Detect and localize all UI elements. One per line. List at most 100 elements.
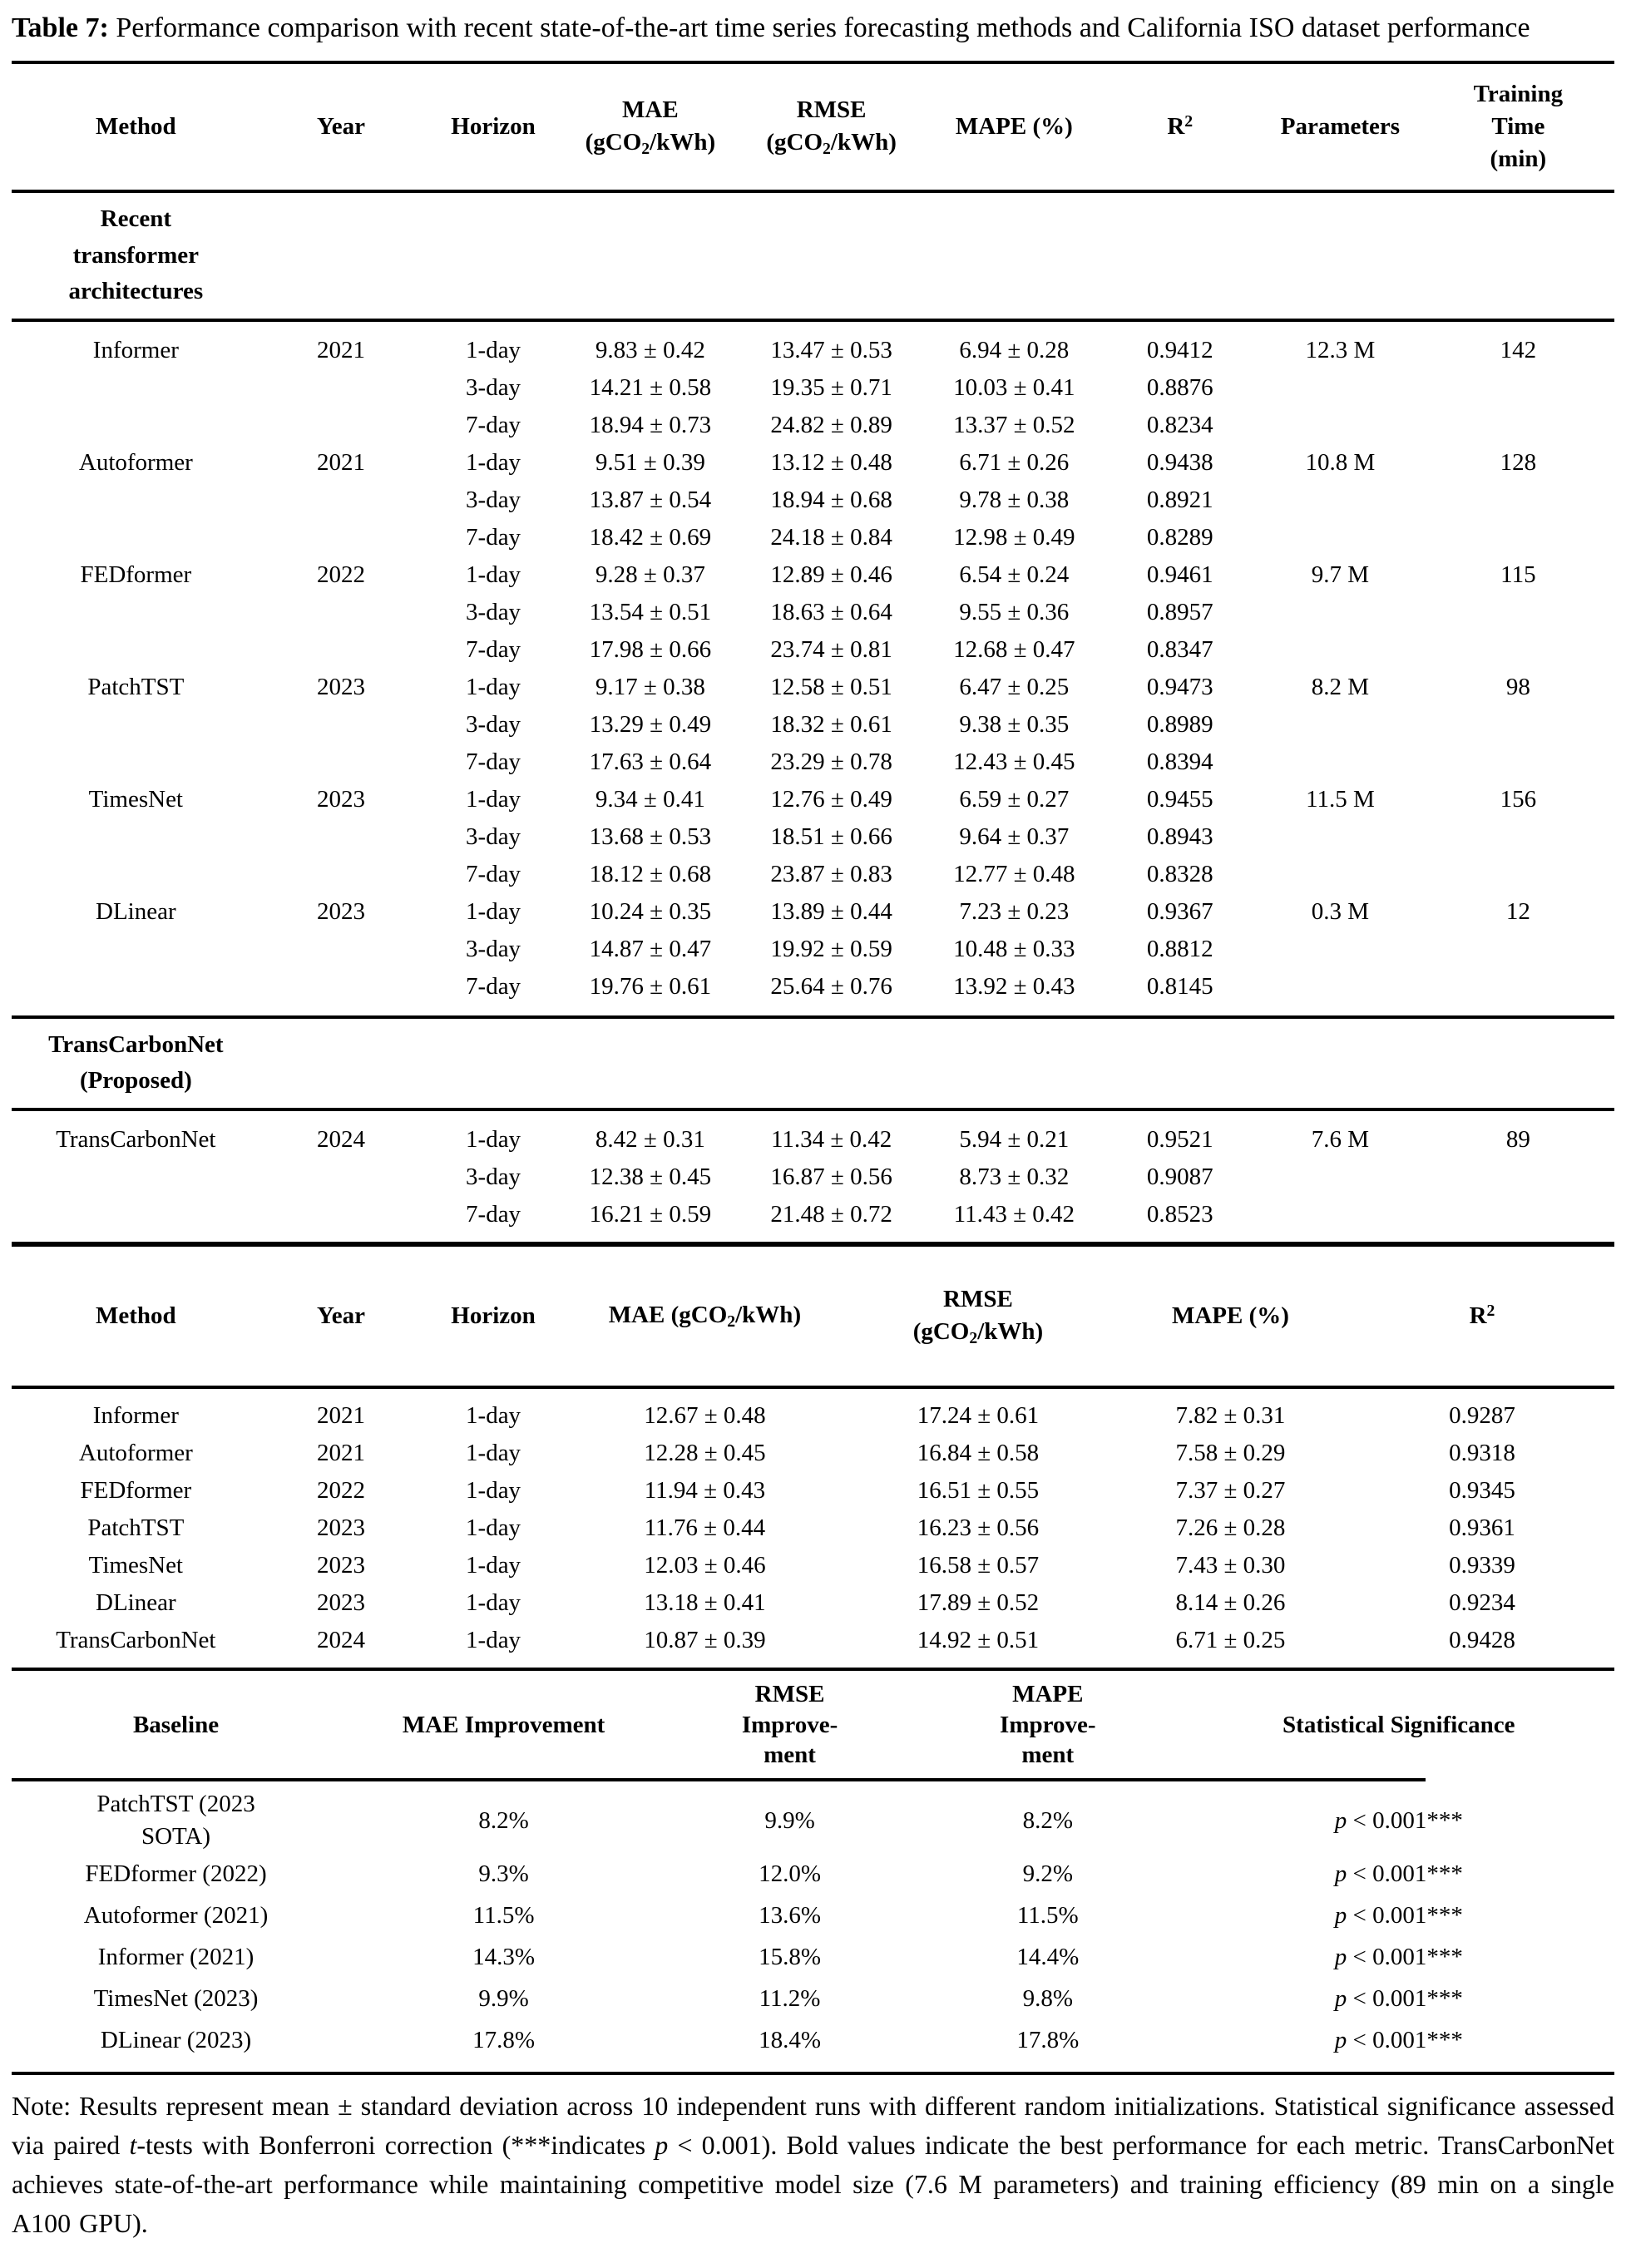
cell-training-time xyxy=(1422,369,1614,407)
cell-year xyxy=(260,856,423,893)
cell-parameters xyxy=(1258,744,1422,781)
caption-text: Performance comparison with recent state… xyxy=(108,12,1530,43)
cell-mape: 7.26 ± 0.28 xyxy=(1175,1514,1286,1542)
cell-r2: 0.9428 xyxy=(1449,1627,1515,1654)
cell-mape: 6.59 ± 0.27 xyxy=(959,785,1070,813)
cell-mae: 14.21 ± 0.58 xyxy=(589,373,712,401)
cell-horizon: 7-day xyxy=(422,967,565,1019)
california-iso-table: Method Year Horizon MAE (gCO2/kWh) RMSE … xyxy=(12,1246,1614,1672)
cell-rmse: 14.92 ± 0.51 xyxy=(917,1627,1040,1654)
cell-rmse: 16.51 ± 0.55 xyxy=(917,1477,1040,1505)
cell-year: 2021 xyxy=(316,1402,365,1430)
cell-training-time: 128 xyxy=(1500,448,1537,476)
cell-rmse-improvement: 18.4% xyxy=(759,2026,821,2053)
cell-training-time xyxy=(1422,519,1614,556)
section-filler xyxy=(259,1016,1614,1111)
table-row: 3-day 13.29 ± 0.49 18.32 ± 0.61 9.38 ± 0.35… xyxy=(12,706,1614,744)
cell-year xyxy=(260,407,423,444)
cell-horizon: 3-day xyxy=(466,935,521,962)
cell-parameters xyxy=(1258,1159,1422,1196)
table-row: 7-day 17.63 ± 0.64 23.29 ± 0.78 12.43 ± 0.4… xyxy=(12,744,1614,781)
cell-mape: 8.73 ± 0.32 xyxy=(959,1163,1070,1190)
table-row: 3-day 14.21 ± 0.58 19.35 ± 0.71 10.03 ± 0.4… xyxy=(12,369,1614,407)
cell-rmse: 18.63 ± 0.64 xyxy=(770,598,892,625)
table-row: DLinear 2023 1-day 10.24 ± 0.35 13.89 ± 0.44… xyxy=(12,893,1614,931)
recent-transformers-rows: Informer 2021 1-day 9.83 ± 0.42 13.47 ± 0.53… xyxy=(12,320,1614,1019)
col-header-mape-improvement: MAPE Improve- ment xyxy=(1000,1681,1096,1768)
cell-year: 2023 xyxy=(316,1552,365,1579)
cell-rmse: 16.58 ± 0.57 xyxy=(917,1552,1040,1579)
cell-mae: 13.54 ± 0.51 xyxy=(589,598,712,625)
cell-r2: 0.8957 xyxy=(1146,598,1213,625)
cell-horizon: 1-day xyxy=(466,785,521,813)
cell-method: FEDformer xyxy=(80,1477,192,1505)
cell-mae-improvement: 11.5% xyxy=(472,1901,535,1929)
section-title: TransCarbonNet (Proposed) xyxy=(12,1016,260,1111)
cell-r2: 0.8328 xyxy=(1146,860,1213,887)
cell-method: PatchTST xyxy=(87,1514,185,1542)
cell-r2: 0.8145 xyxy=(1101,967,1259,1019)
cell-rmse: 16.87 ± 0.56 xyxy=(770,1163,892,1190)
cell-mape-improvement: 9.8% xyxy=(1022,1984,1073,2012)
table-row: 3-day 13.87 ± 0.54 18.94 ± 0.68 9.78 ± 0.38… xyxy=(12,482,1614,519)
cell-mape-improvement: 9.2% xyxy=(1022,1860,1073,1887)
cell-mae: 12.38 ± 0.45 xyxy=(589,1163,712,1190)
cell-r2: 0.8921 xyxy=(1146,486,1213,513)
col-header-r2: R2 xyxy=(1101,62,1259,194)
cell-training-time xyxy=(1422,818,1614,856)
cell-year xyxy=(260,369,423,407)
cell-mape: 6.47 ± 0.25 xyxy=(959,673,1070,700)
cell-method xyxy=(12,1196,260,1244)
cell-method xyxy=(12,407,260,444)
cell-baseline: Autoformer (2021) xyxy=(83,1901,269,1929)
cell-parameters xyxy=(1258,706,1422,744)
cell-parameters: 8.2 M xyxy=(1311,673,1370,700)
cell-mape-improvement: 14.4% xyxy=(1016,1943,1080,1970)
cell-horizon: 3-day xyxy=(466,486,521,513)
cell-training-time xyxy=(1422,931,1614,968)
cell-method: Autoformer xyxy=(78,448,193,476)
cell-year: 2023 xyxy=(316,785,365,813)
cell-rmse: 25.64 ± 0.76 xyxy=(735,967,927,1019)
cell-rmse: 13.89 ± 0.44 xyxy=(770,897,892,925)
cell-training-time: 142 xyxy=(1500,336,1537,363)
col-header-rmse: RMSE (gCO2/kWh) xyxy=(735,62,927,194)
cell-mae: 18.42 ± 0.69 xyxy=(589,523,712,551)
table-row: 3-day 13.68 ± 0.53 18.51 ± 0.66 9.64 ± 0.37… xyxy=(12,818,1614,856)
transcarbonnet-rows: TransCarbonNet 2024 1-day 8.42 ± 0.31 11.34 … xyxy=(12,1109,1614,1244)
cell-rmse: 12.76 ± 0.49 xyxy=(770,785,892,813)
section-title: Recent transformer architectures xyxy=(12,191,260,322)
cell-parameters xyxy=(1258,631,1422,669)
cell-rmse: 12.89 ± 0.46 xyxy=(770,561,892,588)
table-row: FEDformer 2022 1-day 11.94 ± 0.43 16.51 ± 0.… xyxy=(12,1472,1614,1510)
col-header-mae-improvement: MAE Improvement xyxy=(402,1711,605,1738)
cell-year xyxy=(260,931,423,968)
cell-mae: 8.42 ± 0.31 xyxy=(595,1125,705,1153)
cell-r2: 0.9339 xyxy=(1449,1552,1515,1579)
cell-rmse: 21.48 ± 0.72 xyxy=(770,1200,892,1228)
cell-training-time xyxy=(1422,706,1614,744)
table-b-header: Method Year Horizon MAE (gCO2/kWh) RMSE … xyxy=(12,1246,1614,1390)
cell-horizon: 1-day xyxy=(466,1440,521,1467)
col-header-horizon: Horizon xyxy=(422,62,565,194)
cell-mape: 6.94 ± 0.28 xyxy=(959,336,1070,363)
cell-training-time: 115 xyxy=(1500,561,1536,588)
cell-r2: 0.9455 xyxy=(1146,785,1213,813)
cell-mae: 18.12 ± 0.68 xyxy=(589,860,712,887)
cell-horizon: 7-day xyxy=(466,748,521,775)
header-row: Method Year Horizon MAE (gCO2/kWh) RMSE … xyxy=(12,1246,1614,1390)
cell-rmse: 18.94 ± 0.68 xyxy=(770,486,892,513)
cell-horizon: 1-day xyxy=(466,1552,521,1579)
cell-r2: 0.9318 xyxy=(1449,1440,1515,1467)
cell-mae: 12.28 ± 0.45 xyxy=(644,1440,766,1467)
cell-mae: 11.94 ± 0.43 xyxy=(644,1477,766,1505)
cell-mape-improvement: 8.2% xyxy=(1022,1806,1073,1834)
cell-mae: 10.87 ± 0.39 xyxy=(644,1627,766,1654)
cell-year xyxy=(259,967,423,1019)
col-header-method: Method xyxy=(12,62,260,194)
cell-method: DLinear xyxy=(96,897,176,925)
cell-horizon: 1-day xyxy=(466,1627,521,1654)
cell-training-time xyxy=(1422,1159,1614,1196)
cell-rmse: 23.87 ± 0.83 xyxy=(770,860,892,887)
cell-mape: 7.82 ± 0.31 xyxy=(1175,1402,1286,1430)
